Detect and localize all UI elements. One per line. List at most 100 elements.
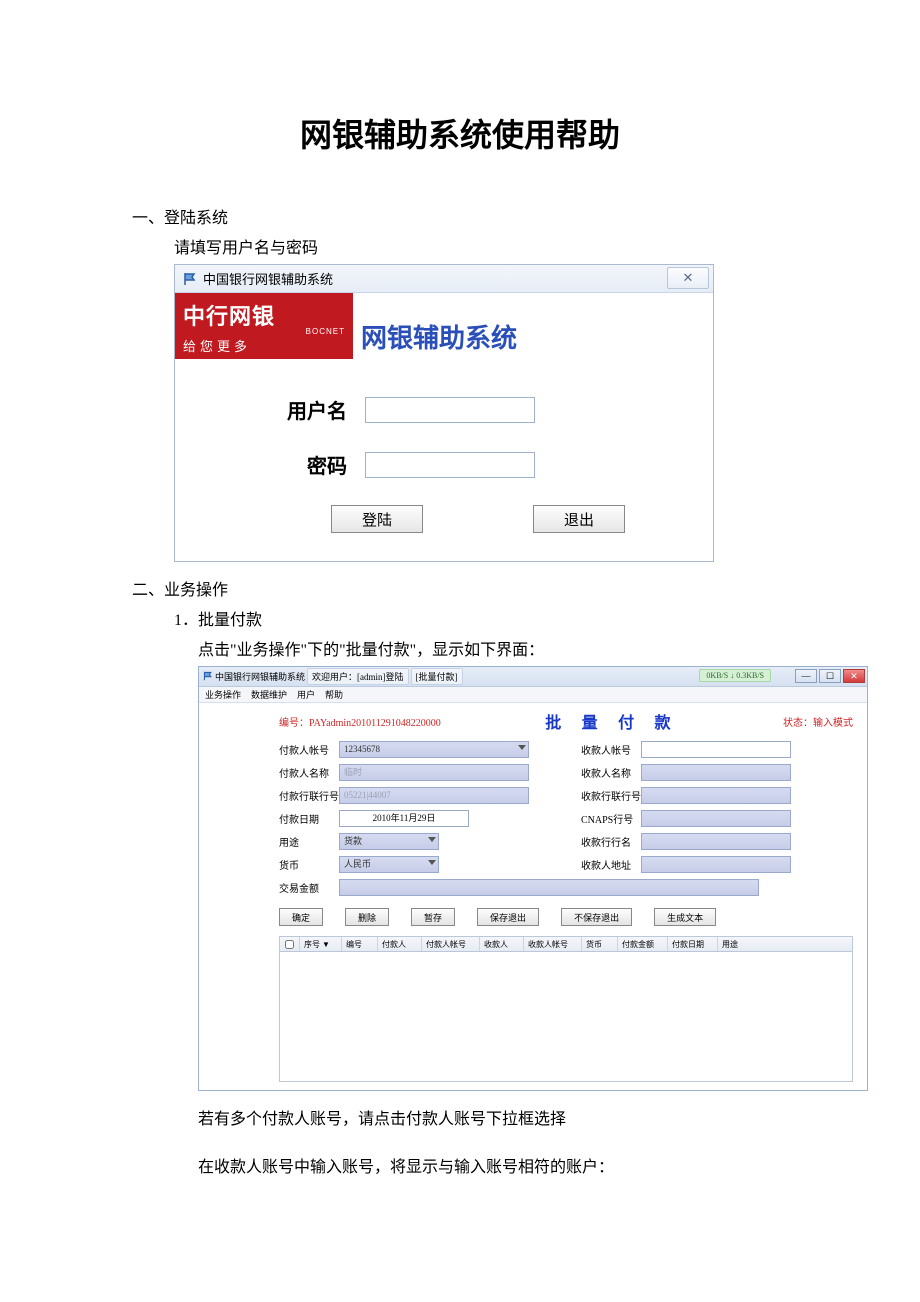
cnaps-label: CNAPS行号 (581, 811, 641, 826)
usage-value: 货款 (340, 834, 438, 849)
batch-note-2: 在收款人账号中输入账号，将显示与输入账号相符的账户： (198, 1153, 830, 1177)
payee-bank-input[interactable] (641, 787, 791, 804)
section-1-heading: 一、登陆系统 (132, 204, 830, 228)
payee-bankname-input[interactable] (641, 833, 791, 850)
grid-col-seq[interactable]: 序号 ▼ (300, 937, 342, 951)
amount-input[interactable] (339, 879, 759, 896)
payer-bank-field: 05221|44007 (339, 787, 529, 804)
payer-name-field: 临时 (339, 764, 529, 781)
maximize-button[interactable]: ☐ (819, 669, 841, 683)
pay-date-field[interactable]: 2010年11月29日 (339, 810, 469, 827)
amount-label: 交易金额 (279, 880, 339, 895)
btn-confirm[interactable]: 确定 (279, 908, 323, 926)
payee-addr-label: 收款人地址 (581, 857, 641, 872)
grid-col-payee[interactable]: 收款人 (480, 937, 524, 951)
payee-bank-label: 收款行联行号 (581, 788, 641, 803)
amount-row: 交易金额 (279, 879, 853, 896)
status-block: 状态：输入模式 (783, 714, 853, 729)
batch-form-grid: 付款人帐号 12345678 收款人帐号 付款人名称 临时 收款人名称 付款行联… (279, 741, 853, 896)
grid-col-payer-acct[interactable]: 付款人帐号 (422, 937, 480, 951)
password-row: 密码 (215, 450, 673, 479)
usage-dropdown[interactable]: 货款 (339, 833, 439, 850)
cnaps-row: CNAPS行号 (581, 810, 853, 827)
payer-name-row: 付款人名称 临时 (279, 764, 551, 781)
login-form: 用户名 密码 登陆 退出 (175, 359, 713, 561)
status-label: 状态： (783, 718, 813, 729)
menu-help[interactable]: 帮助 (325, 688, 343, 701)
grid-col-payer[interactable]: 付款人 (378, 937, 422, 951)
batch-welcome-tab: 欢迎用户：[admin]登陆 (307, 668, 409, 685)
grid-col-checkbox[interactable] (280, 937, 300, 951)
usage-label: 用途 (279, 834, 339, 849)
batch-payment-window: 中国银行网银辅助系统 欢迎用户：[admin]登陆 [批量付款] 0KB/S ↓… (198, 666, 868, 1091)
grid-body (279, 952, 853, 1082)
currency-value: 人民币 (340, 857, 438, 872)
batch-note-1: 若有多个付款人账号，请点击付款人账号下拉框选择 (198, 1105, 830, 1129)
grid-col-serial[interactable]: 编号 (342, 937, 378, 951)
brand-box: 中行网银 BOCNET 给您更多 (175, 293, 353, 359)
pay-date-row: 付款日期 2010年11月29日 (279, 810, 551, 827)
login-button[interactable]: 登陆 (331, 505, 423, 533)
payee-addr-input[interactable] (641, 856, 791, 873)
btn-delete[interactable]: 删除 (345, 908, 389, 926)
grid-col-currency[interactable]: 货币 (582, 937, 618, 951)
login-close-button[interactable]: ✕ (667, 267, 709, 289)
grid-col-usage[interactable]: 用途 (718, 937, 852, 951)
payee-bank-row: 收款行联行号 (581, 787, 853, 804)
exit-button[interactable]: 退出 (533, 505, 625, 533)
minimize-button[interactable]: — (795, 669, 817, 683)
menu-user[interactable]: 用户 (297, 688, 315, 701)
payee-acct-label: 收款人帐号 (581, 742, 641, 757)
grid-col-payee-acct[interactable]: 收款人帐号 (524, 937, 582, 951)
batch-top-row: 编号：PAYadmin201011291048220000 批 量 付 款 状态… (279, 709, 853, 733)
section-2-item-1-text: 点击"业务操作"下的"批量付款"，显示如下界面： (198, 636, 830, 660)
login-title-text: 中国银行网银辅助系统 (203, 269, 333, 288)
batch-button-row: 确定 删除 暂存 保存退出 不保存退出 生成文本 (279, 908, 853, 926)
login-titlebar: 中国银行网银辅助系统 ✕ (175, 265, 713, 293)
payee-name-label: 收款人名称 (581, 765, 641, 780)
password-input[interactable] (365, 452, 535, 478)
username-input[interactable] (365, 397, 535, 423)
password-label: 密码 (215, 450, 365, 479)
grid-checkbox[interactable] (285, 940, 294, 949)
btn-nosave-exit[interactable]: 不保存退出 (561, 908, 632, 926)
cnaps-input[interactable] (641, 810, 791, 827)
payer-bank-row: 付款行联行号 05221|44007 (279, 787, 551, 804)
section-1-subtext: 请填写用户名与密码 (174, 234, 830, 258)
currency-dropdown[interactable]: 人民币 (339, 856, 439, 873)
payer-name-label: 付款人名称 (279, 765, 339, 780)
serial-label: 编号： (279, 718, 309, 729)
payee-name-input[interactable] (641, 764, 791, 781)
currency-label: 货币 (279, 857, 339, 872)
payee-bankname-label: 收款行行名 (581, 834, 641, 849)
serial-block: 编号：PAYadmin201011291048220000 (279, 714, 441, 729)
brand-sub: 给您更多 (183, 336, 345, 355)
menu-data-maint[interactable]: 数据维护 (251, 688, 287, 701)
section-2-heading: 二、业务操作 (132, 576, 830, 600)
grid-header: 序号 ▼ 编号 付款人 付款人帐号 收款人 收款人帐号 货币 付款金额 付款日期… (279, 936, 853, 952)
status-value: 输入模式 (813, 718, 853, 729)
flag-icon (183, 272, 197, 286)
btn-stash[interactable]: 暂存 (411, 908, 455, 926)
payer-acct-dropdown[interactable]: 12345678 (339, 741, 529, 758)
grid-col-amount[interactable]: 付款金额 (618, 937, 668, 951)
username-row: 用户名 (215, 395, 673, 424)
brand-bocnet: BOCNET (306, 327, 345, 336)
brand-row: 中行网银 BOCNET 给您更多 网银辅助系统 (175, 293, 713, 359)
close-button[interactable]: ✕ (843, 669, 865, 683)
batch-content: 编号：PAYadmin201011291048220000 批 量 付 款 状态… (199, 703, 867, 1090)
payee-acct-input[interactable] (641, 741, 791, 758)
payee-name-row: 收款人名称 (581, 764, 853, 781)
menu-biz-ops[interactable]: 业务操作 (205, 688, 241, 701)
grid-col-date[interactable]: 付款日期 (668, 937, 718, 951)
batch-title-tabs: 中国银行网银辅助系统 欢迎用户：[admin]登陆 [批量付款] (203, 668, 463, 685)
btn-save-exit[interactable]: 保存退出 (477, 908, 539, 926)
document-title: 网银辅助系统使用帮助 (90, 110, 830, 156)
btn-gen-text[interactable]: 生成文本 (654, 908, 716, 926)
serial-value: PAYadmin201011291048220000 (309, 718, 441, 729)
login-window: 中国银行网银辅助系统 ✕ 中行网银 BOCNET 给您更多 网银辅助系统 用户名… (174, 264, 714, 562)
batch-current-tab[interactable]: [批量付款] (411, 668, 463, 685)
login-body: 中行网银 BOCNET 给您更多 网银辅助系统 用户名 密码 登陆 退出 (175, 293, 713, 561)
payer-acct-label: 付款人帐号 (279, 742, 339, 757)
payer-acct-value: 12345678 (340, 742, 528, 757)
